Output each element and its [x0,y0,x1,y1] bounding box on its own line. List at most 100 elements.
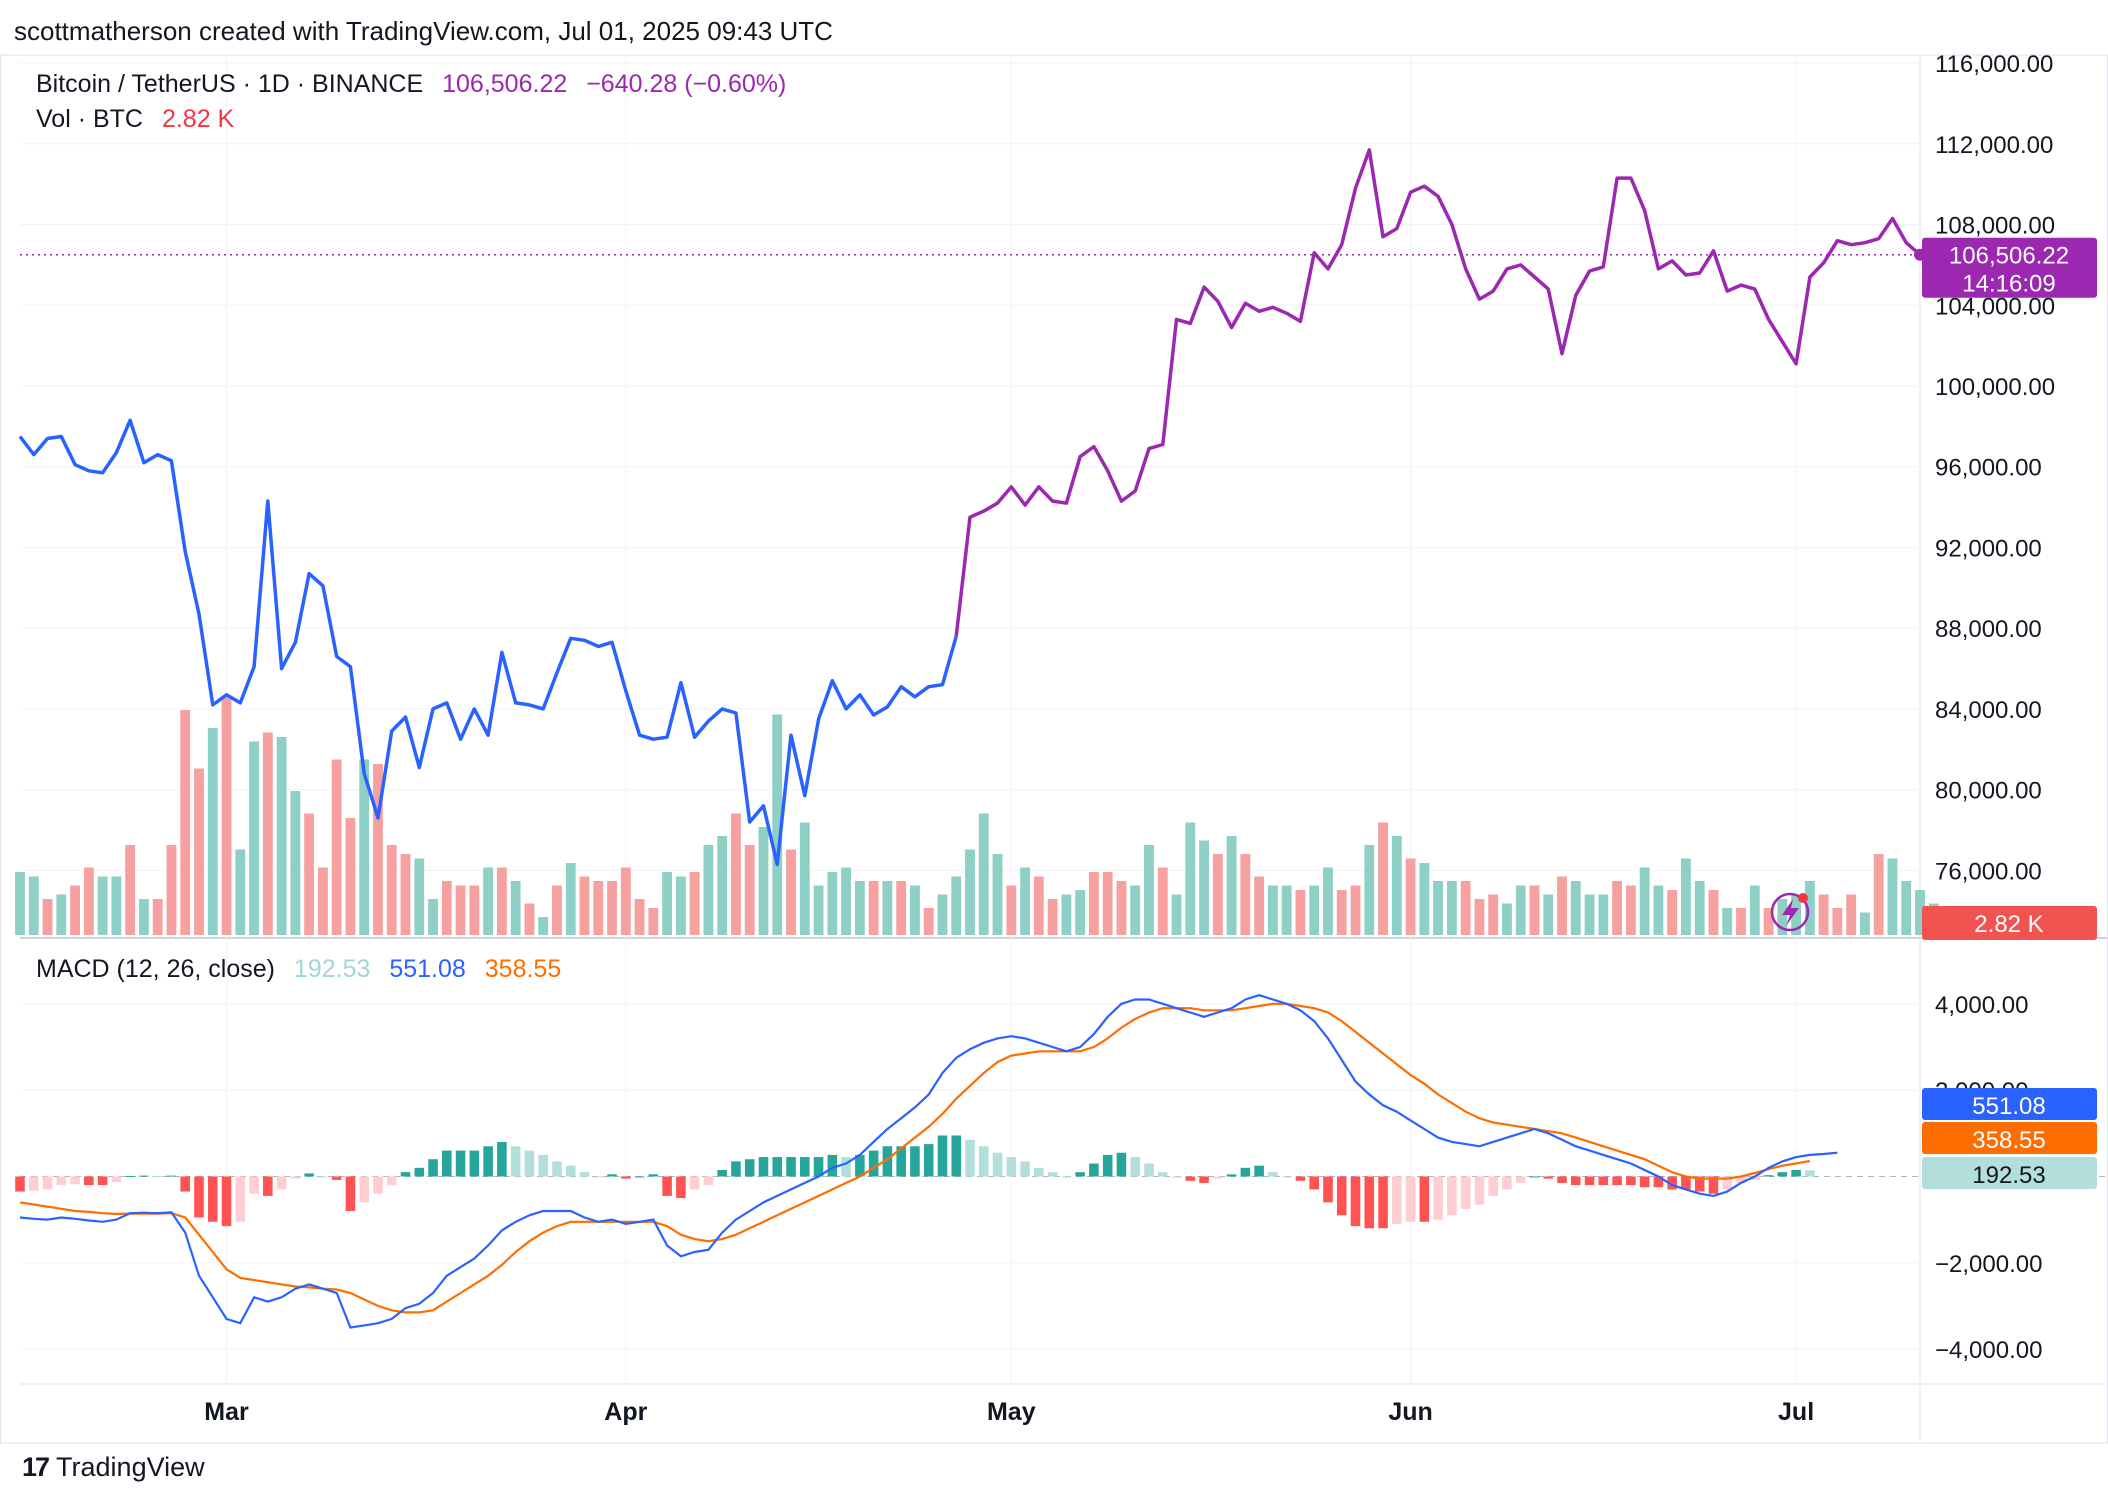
price-tick-label: 108,000.00 [1935,213,2055,240]
macd-hist-bar [56,1176,67,1186]
volume-bar [758,827,769,935]
symbol-title: Bitcoin / TetherUS · 1D · BINANCE [36,70,424,98]
macd-hist-bar [386,1176,397,1186]
volume-bar [1515,885,1526,935]
macd-hist-bar [1047,1172,1058,1177]
macd-hist-bar [1419,1176,1430,1222]
macd-legend: MACD (12, 26, close) 192.53 551.08 358.5… [36,955,561,984]
volume-bar [910,885,920,935]
volume-bar [428,899,438,935]
volume-bar [180,710,191,935]
volume-bar [965,849,975,935]
macd-hist-bar [1116,1152,1127,1177]
macd-hist-bar [951,1135,962,1177]
macd-hist-bar [896,1146,906,1177]
macd-hist-bar [621,1176,631,1179]
macd-hist-bar [1254,1165,1264,1177]
volume-bar [1887,858,1898,935]
macd-hist-bar [1543,1176,1554,1179]
macd-tick-label: 4,000.00 [1935,992,2028,1019]
macd-hist-bar [1185,1176,1196,1181]
volume-bar [1033,876,1044,935]
volume-bar [373,764,383,935]
volume-bar [111,876,122,935]
volume-bar [1488,894,1499,935]
macd-hist-bar [1667,1176,1677,1190]
macd-value-tag-text: 551.08 [1972,1093,2045,1120]
volume-bar [1199,840,1209,935]
macd-hist-bar [290,1176,301,1179]
macd-hist-bar [1502,1176,1512,1190]
volume-bar [703,845,714,935]
macd-hist-bar [1006,1157,1017,1177]
hist-value-tag-text: 192.53 [1972,1162,2045,1189]
macd-hist-bar [1336,1176,1347,1216]
macd-hist-bar [689,1176,700,1190]
macd-hist-bar [304,1173,314,1177]
volume-bar [524,903,535,935]
macd-hist-bar [538,1154,548,1177]
volume-bar [56,894,67,935]
macd-hist-bar [373,1176,383,1194]
volume-bar [1749,885,1760,935]
volume-bar [731,813,741,935]
volume-tag [1922,906,2097,940]
volume-bar [813,885,824,935]
macd-hist-bar [207,1176,218,1222]
macd-hist-bar [510,1146,521,1177]
volume-bar [1667,890,1678,935]
volume-bar [854,881,865,935]
macd-hist-bar [648,1174,659,1177]
volume-bar [483,867,494,935]
macd-hist-bar [235,1176,246,1222]
volume-bar [978,813,989,935]
volume-bar [1502,903,1512,935]
macd-hist-bar [1460,1176,1471,1209]
macd-hist-bar [139,1175,149,1177]
macd-hist-bar [841,1157,851,1177]
macd-hist-bar [180,1176,191,1192]
volume-bar [827,872,838,935]
macd-hist-value: 192.53 [293,955,371,983]
price-tick-label: 112,000.00 [1935,132,2053,159]
macd-hist-bar [1281,1176,1292,1178]
macd-hist-bar [194,1176,204,1218]
volume-bar [1006,885,1017,935]
macd-hist-bar [331,1176,342,1180]
macd-hist-bar [84,1176,94,1186]
macd-hist-bar [923,1144,934,1177]
macd-hist-bar [97,1176,108,1186]
macd-hist-bar [731,1161,741,1177]
replay-lightning-icon[interactable] [1770,892,1810,932]
macd-hist-bar [1144,1163,1154,1177]
macd-hist-bar [483,1146,493,1177]
volume-bar [138,899,149,935]
macd-hist-bar [992,1152,1003,1177]
volume-bar [565,863,576,935]
signal-value-tag [1922,1122,2097,1154]
tradingview-logo[interactable]: 17 TradingView [22,1452,205,1483]
volume-bar [1171,894,1182,935]
macd-hist-bar [1598,1176,1609,1186]
volume-bar [359,759,370,935]
volume-bar [1157,867,1168,935]
volume-bar [317,867,328,935]
volume-bar [1612,881,1623,935]
chart-frame [0,54,2108,1444]
volume-bar [455,885,466,935]
replay-icon-ring [1770,892,1810,932]
macd-hist-bar [1102,1154,1113,1177]
volume-bar [1336,890,1347,935]
time-tick-label: Jun [1388,1398,1432,1426]
macd-hist-bar [868,1150,879,1177]
macd-hist-bar [786,1157,796,1177]
price-tick-label: 80,000.00 [1935,778,2042,805]
macd-tick-label: −2,000.00 [1935,1251,2042,1278]
volume-bar [1240,854,1251,935]
volume-bar [1846,894,1857,935]
macd-hist-bar [1791,1170,1801,1177]
macd-hist-bar [1433,1176,1443,1220]
volume-bar [607,881,617,935]
volume-bar [262,732,273,935]
